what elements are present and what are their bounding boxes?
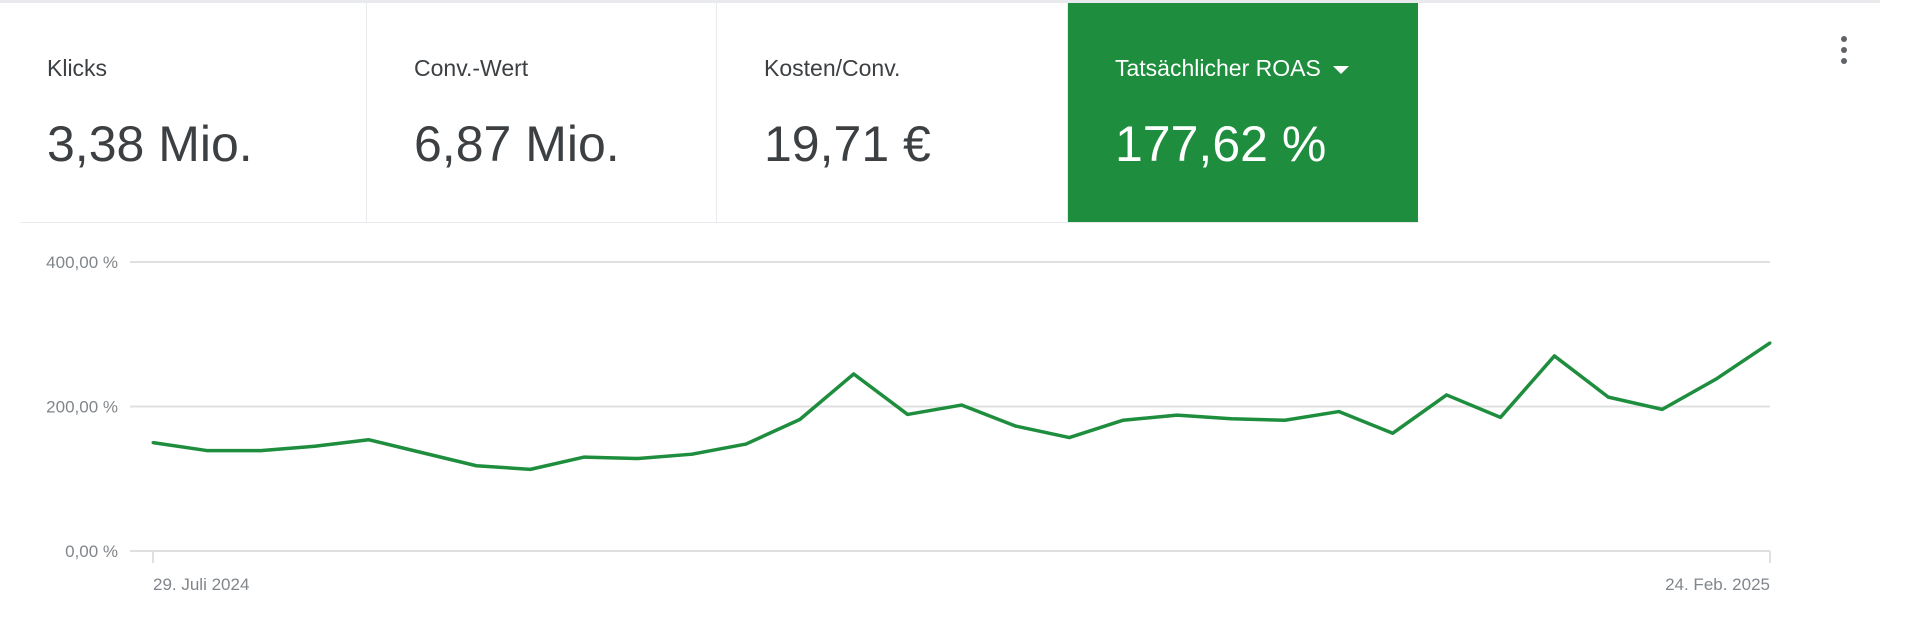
data-point bbox=[1552, 354, 1556, 358]
data-point bbox=[852, 372, 856, 376]
scorecard-label: Kosten/Conv. bbox=[764, 55, 901, 81]
data-point bbox=[528, 467, 532, 471]
data-point bbox=[1067, 436, 1071, 440]
data-point bbox=[1121, 418, 1125, 422]
scorecard-label: Klicks bbox=[47, 55, 108, 81]
data-point bbox=[421, 451, 424, 455]
data-point bbox=[474, 464, 478, 468]
data-point bbox=[1660, 407, 1664, 411]
data-point bbox=[798, 418, 802, 422]
data-point bbox=[1606, 395, 1610, 399]
y-tick-label: 400,00 % bbox=[46, 253, 118, 272]
data-point bbox=[1337, 410, 1341, 414]
data-point bbox=[313, 444, 317, 448]
data-point bbox=[367, 438, 371, 442]
scorecard-kosten-conv[interactable]: Kosten/Conv. 19,71 € bbox=[717, 3, 1068, 223]
data-point bbox=[1445, 393, 1449, 397]
data-point bbox=[1175, 413, 1179, 417]
data-point bbox=[906, 412, 910, 416]
data-point bbox=[1499, 415, 1502, 419]
data-point bbox=[1714, 377, 1718, 381]
scorecard-value: 177,62 % bbox=[1115, 116, 1327, 172]
x-tick-label: 24. Feb. 2025 bbox=[1665, 575, 1770, 594]
data-point bbox=[205, 449, 209, 453]
scorecard-klicks[interactable]: Klicks 3,38 Mio. bbox=[0, 3, 367, 223]
data-point bbox=[1283, 418, 1287, 422]
data-point bbox=[744, 442, 748, 446]
divider bbox=[20, 222, 1418, 223]
data-point bbox=[151, 441, 155, 445]
scorecard-roas[interactable]: Tatsächlicher ROAS 177,62 % bbox=[1068, 3, 1418, 223]
data-point bbox=[1391, 431, 1395, 435]
x-tick-label: 29. Juli 2024 bbox=[153, 575, 249, 594]
dropdown-caret-icon[interactable] bbox=[1332, 65, 1349, 74]
y-tick-label: 0,00 % bbox=[65, 542, 118, 561]
scorecard-label: Conv.-Wert bbox=[414, 55, 529, 81]
data-point bbox=[1229, 417, 1233, 421]
data-point bbox=[636, 457, 640, 461]
data-point bbox=[1768, 341, 1772, 345]
scorecard-label-text: Tatsächlicher ROAS bbox=[1115, 55, 1321, 81]
scorecard-value: 6,87 Mio. bbox=[414, 116, 620, 172]
scorecard-label[interactable]: Tatsächlicher ROAS bbox=[1115, 55, 1349, 82]
y-tick-label: 200,00 % bbox=[46, 398, 118, 417]
data-point bbox=[1013, 424, 1017, 428]
data-point bbox=[960, 403, 963, 407]
data-point bbox=[690, 452, 694, 456]
data-point bbox=[582, 455, 586, 459]
scorecard-conv-wert[interactable]: Conv.-Wert 6,87 Mio. bbox=[367, 3, 717, 223]
data-point bbox=[259, 449, 263, 453]
top-border bbox=[0, 0, 1880, 3]
scorecard-value: 3,38 Mio. bbox=[47, 116, 253, 172]
more-vert-icon[interactable] bbox=[1836, 36, 1852, 72]
scorecard-value: 19,71 € bbox=[764, 116, 931, 172]
